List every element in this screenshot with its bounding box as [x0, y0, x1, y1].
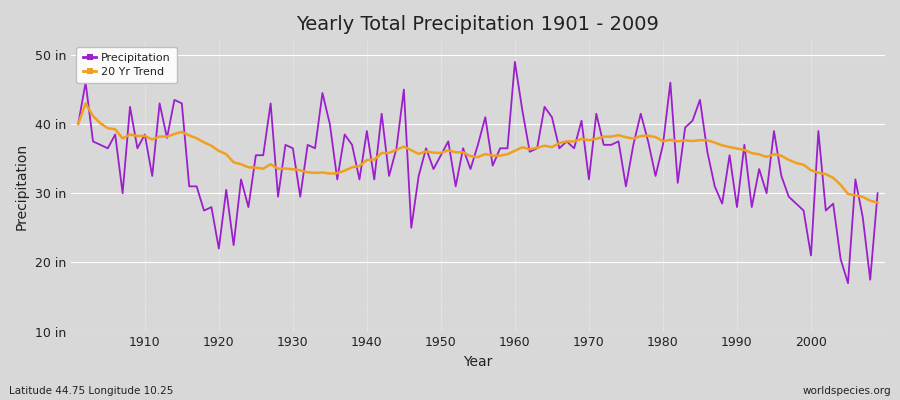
Text: Latitude 44.75 Longitude 10.25: Latitude 44.75 Longitude 10.25	[9, 386, 174, 396]
Text: worldspecies.org: worldspecies.org	[803, 386, 891, 396]
Legend: Precipitation, 20 Yr Trend: Precipitation, 20 Yr Trend	[76, 47, 177, 83]
Title: Yearly Total Precipitation 1901 - 2009: Yearly Total Precipitation 1901 - 2009	[296, 15, 660, 34]
Y-axis label: Precipitation: Precipitation	[15, 143, 29, 230]
X-axis label: Year: Year	[464, 355, 492, 369]
